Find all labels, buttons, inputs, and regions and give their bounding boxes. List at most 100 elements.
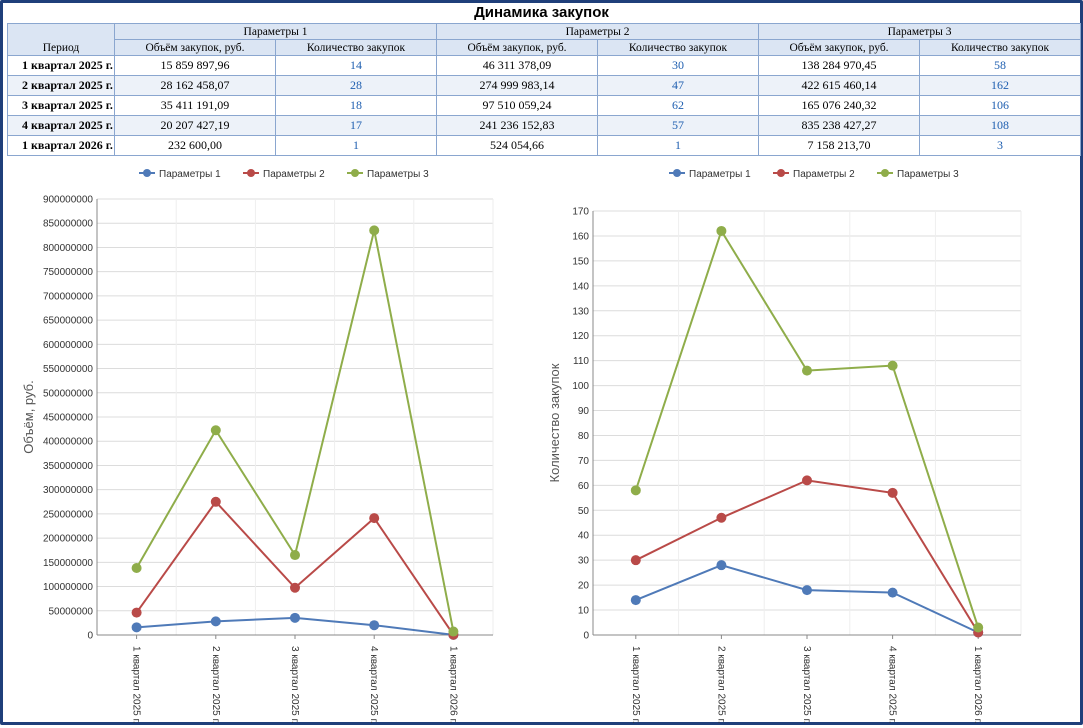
y-tick-label: 40 (578, 531, 590, 542)
count-cell: 1 (597, 135, 760, 156)
y-tick-label: 50 (578, 506, 590, 517)
legend-marker (247, 169, 255, 177)
sub-header-count: Количество закупок (919, 39, 1082, 56)
legend-marker (881, 169, 889, 177)
x-tick-label: 2 квартал 2025 г. (715, 646, 726, 723)
y-tick-label: 100000000 (43, 582, 93, 593)
volume-cell: 7 158 213,70 (758, 135, 921, 156)
period-cell: 1 квартал 2025 г. (7, 55, 115, 76)
x-tick-label: 1 квартал 2025 г. (131, 646, 142, 723)
count-cell: 18 (274, 95, 438, 116)
data-point (131, 563, 142, 574)
y-tick-label: 20 (578, 581, 590, 592)
table-row: 2 квартал 2025 г. 28 162 458,07 28 274 999 … (7, 75, 1082, 96)
sub-header-volume: Объём закупок, руб. (758, 39, 921, 56)
y-tick-label: 850000000 (43, 219, 93, 230)
data-point (630, 555, 641, 566)
data-point (973, 622, 984, 633)
volume-cell: 835 238 427,27 (758, 115, 921, 136)
data-point (716, 225, 727, 236)
y-tick-label: 140 (572, 281, 589, 292)
data-point (802, 475, 812, 486)
count-cell: 3 (919, 135, 1082, 156)
series-line (635, 564, 979, 634)
data-point (131, 622, 142, 633)
legend-label: Параметры 2 (263, 169, 325, 180)
data-point (210, 425, 221, 436)
table-sub-header-row: Объём закупок, руб. Количество закупок О… (8, 39, 1082, 56)
data-point (887, 487, 898, 498)
legend-item: Параметры 1 (669, 169, 751, 180)
legend-marker (673, 169, 681, 177)
table-row: 1 квартал 2026 г. 232 600,00 1 524 054,66 1 7… (7, 135, 1082, 156)
count-cell: 1 (274, 135, 438, 156)
sub-header-count: Количество закупок (597, 39, 760, 56)
x-tick-label: 1 квартал 2025 г. (630, 646, 641, 723)
count-cell: 57 (597, 115, 760, 136)
legend-label: Параметры 1 (689, 169, 751, 180)
x-tick-label: 4 квартал 2025 г. (887, 646, 898, 723)
x-tick-label: 3 квартал 2025 г. (801, 646, 812, 723)
y-tick-label: 150000000 (43, 558, 93, 569)
table-group-header-row: Период Параметры 1 Параметры 2 Параметры… (7, 23, 1082, 56)
x-tick-label: 1 квартал 2026 г. (447, 646, 458, 723)
y-tick-label: 900000000 (43, 195, 93, 206)
x-tick-label: 1 квартал 2026 г. (972, 646, 983, 723)
volume-cell: 20 207 427,19 (114, 115, 276, 136)
y-tick-label: 750000000 (43, 267, 93, 278)
y-tick-label: 110 (573, 356, 589, 367)
y-tick-label: 600000000 (43, 340, 93, 351)
volume-chart-svg: Параметры 1 Параметры 2 Параметры 3 0 500000… (21, 169, 494, 724)
y-tick-label: 80 (578, 431, 590, 442)
y-tick-label: 450000000 (43, 413, 93, 424)
y-tick-label: 90 (578, 406, 590, 417)
group-header: Параметры 1 (113, 23, 438, 40)
sub-header-volume: Объём закупок, руб. (114, 39, 276, 56)
data-point (802, 585, 812, 596)
data-point (131, 607, 142, 618)
data-point (448, 626, 459, 637)
y-tick-label: 70 (578, 456, 590, 467)
period-header: Период (7, 23, 115, 56)
y-tick-label: 130 (572, 306, 589, 317)
legend-label: Параметры 2 (793, 169, 855, 180)
y-tick-label: 10 (578, 606, 590, 617)
x-tick-label: 4 квартал 2025 г. (368, 646, 379, 723)
data-point (290, 612, 300, 623)
count-chart-svg: Параметры 1 Параметры 2 Параметры 3 0 10 20 30… (547, 169, 1022, 724)
legend-item: Параметры 3 (347, 169, 429, 180)
count-cell: 30 (597, 55, 760, 76)
data-point (802, 365, 812, 376)
count-cell: 106 (919, 95, 1082, 116)
count-cell: 62 (597, 95, 760, 116)
table-row: 1 квартал 2025 г. 15 859 897,96 14 46 311 3… (7, 55, 1082, 76)
y-tick-label: 550000000 (43, 364, 93, 375)
y-tick-label: 160 (572, 231, 589, 242)
y-tick-label: 0 (583, 631, 589, 642)
table-row: 3 квартал 2025 г. 35 411 191,09 18 97 510 0… (7, 95, 1082, 116)
group-header: Параметры 2 (436, 23, 760, 40)
y-tick-label: 650000000 (43, 316, 93, 327)
data-point (369, 225, 380, 236)
period-cell: 1 квартал 2026 г. (7, 135, 115, 156)
y-tick-label: 170 (572, 207, 589, 218)
volume-cell: 46 311 378,09 (436, 55, 599, 76)
count-cell: 47 (597, 75, 760, 96)
y-axis-title: Количество закупок (547, 363, 562, 482)
y-tick-label: 250000000 (43, 509, 93, 520)
legend-label: Параметры 1 (159, 169, 221, 180)
count-cell: 14 (274, 55, 438, 76)
volume-cell: 241 236 152,83 (436, 115, 599, 136)
count-cell: 58 (919, 55, 1082, 76)
legend-marker (143, 169, 151, 177)
data-point (210, 496, 221, 507)
count-cell: 108 (919, 115, 1082, 136)
y-tick-label: 800000000 (43, 243, 93, 254)
volume-cell: 274 999 983,14 (436, 75, 599, 96)
y-tick-label: 50000000 (49, 606, 94, 617)
volume-cell: 165 076 240,32 (758, 95, 921, 116)
volume-cell: 15 859 897,96 (114, 55, 276, 76)
data-point (369, 620, 380, 631)
volume-cell: 138 284 970,45 (758, 55, 921, 76)
